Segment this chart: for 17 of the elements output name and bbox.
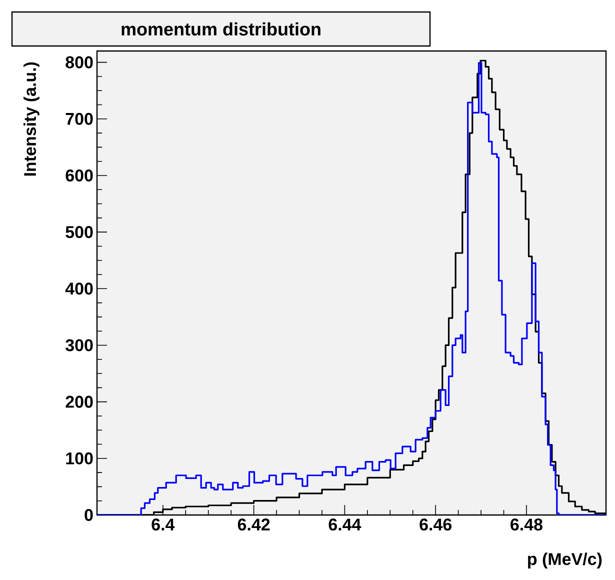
x-tick-label: 6.44 (328, 518, 362, 531)
y-tick-label: 400 (65, 282, 93, 295)
y-tick-label: 800 (66, 56, 93, 68)
x-tick-label: 6.48 (510, 518, 542, 531)
x-axis-title: p (MeV/c) (528, 552, 602, 568)
y-tick-label: 0 (84, 508, 93, 522)
y-tick-label: 100 (66, 452, 93, 464)
y-tick-label: 700 (66, 112, 93, 125)
chart-title: momentum distribution (122, 22, 320, 36)
x-tick-label: 6.46 (420, 518, 452, 531)
y-axis-title: Intensity (a.u.) (24, 62, 40, 176)
x-tick-label: 6.42 (238, 518, 270, 531)
y-tick-label: 300 (66, 339, 93, 352)
x-tick-label: 6.4 (152, 518, 175, 531)
y-tick-label: 500 (66, 226, 93, 238)
y-tick-label: 600 (66, 169, 93, 182)
y-tick-label: 200 (66, 396, 93, 408)
